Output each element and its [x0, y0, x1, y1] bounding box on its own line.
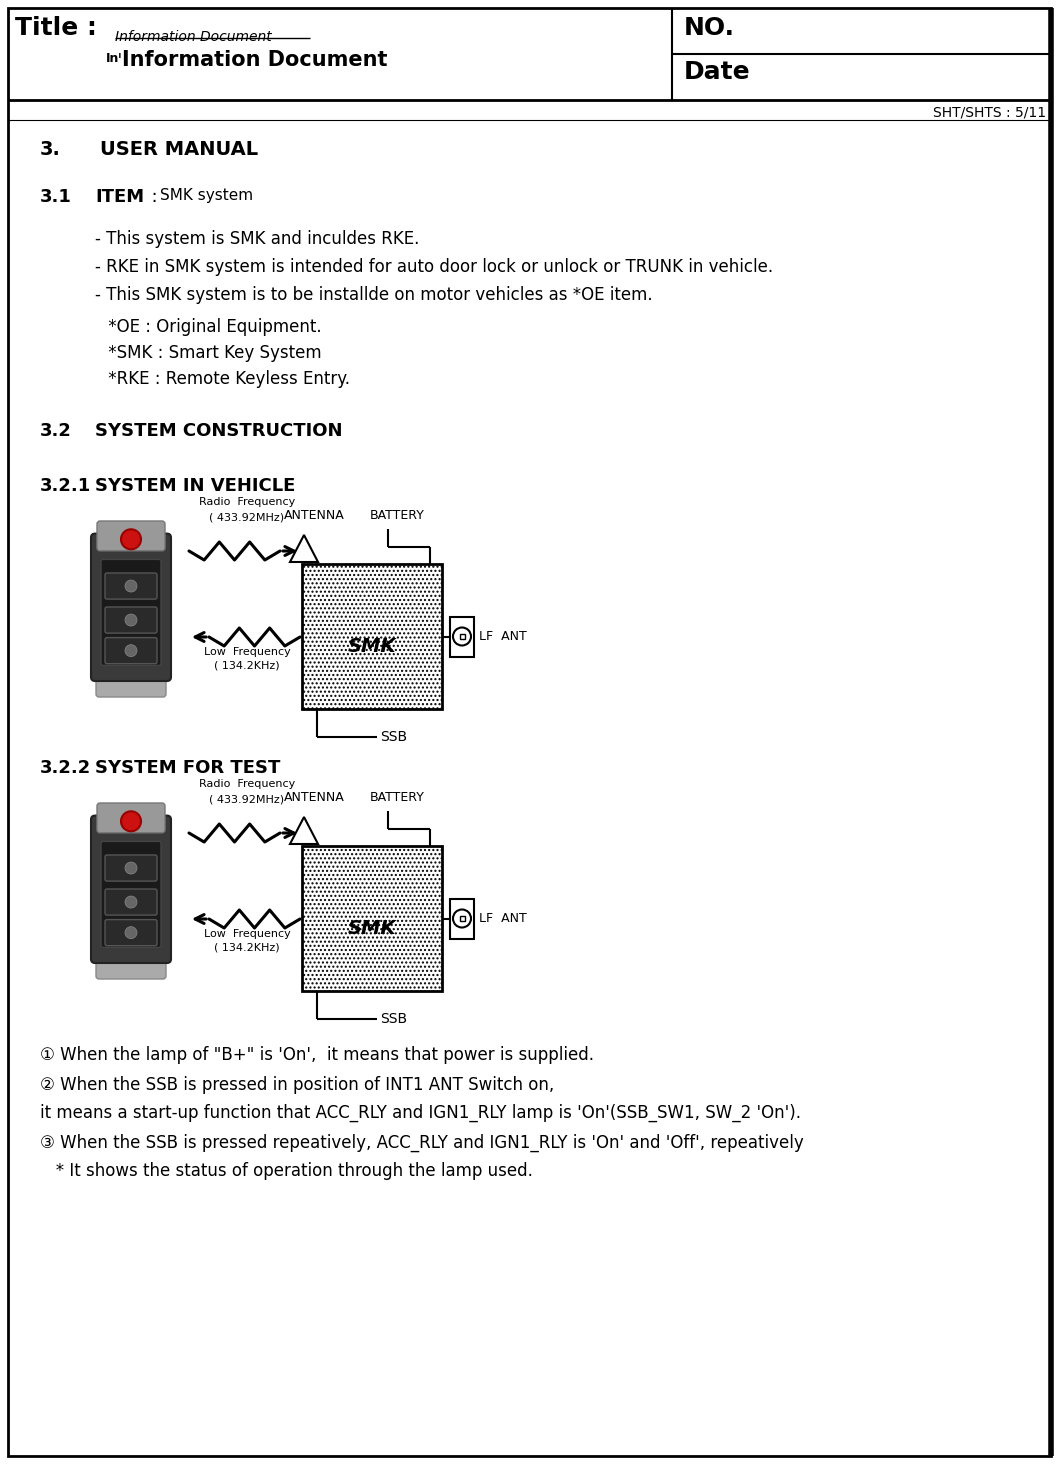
Text: Radio  Frequency: Radio Frequency: [199, 496, 295, 507]
Text: 3.2: 3.2: [40, 422, 72, 441]
Text: * It shows the status of operation through the lamp used.: * It shows the status of operation throu…: [40, 1162, 533, 1180]
Text: Radio  Frequency: Radio Frequency: [199, 779, 295, 789]
Text: *RKE : Remote Keyless Entry.: *RKE : Remote Keyless Entry.: [103, 370, 351, 388]
FancyBboxPatch shape: [105, 608, 157, 632]
Text: Information Document: Information Document: [115, 29, 272, 44]
Text: Date: Date: [684, 60, 751, 83]
Text: SSB: SSB: [380, 731, 407, 744]
Text: :: :: [140, 187, 169, 206]
Text: - RKE in SMK system is intended for auto door lock or unlock or TRUNK in vehicle: - RKE in SMK system is intended for auto…: [95, 258, 773, 277]
Circle shape: [121, 530, 141, 549]
Text: ③ When the SSB is pressed repeatively, ACC_RLY and IGN1_RLY is 'On' and 'Off', r: ③ When the SSB is pressed repeatively, A…: [40, 1135, 804, 1152]
Circle shape: [125, 927, 137, 938]
Text: BATTERY: BATTERY: [370, 509, 425, 523]
Text: SYSTEM IN VEHICLE: SYSTEM IN VEHICLE: [95, 477, 295, 495]
Text: 3.2.2: 3.2.2: [40, 758, 91, 777]
Text: ( 433.92MHz): ( 433.92MHz): [210, 793, 285, 804]
Text: ① When the lamp of "B+" is 'On',  it means that power is supplied.: ① When the lamp of "B+" is 'On', it mean…: [40, 1045, 594, 1064]
Text: - This system is SMK and inculdes RKE.: - This system is SMK and inculdes RKE.: [95, 230, 419, 247]
Text: Information Document: Information Document: [122, 50, 388, 70]
FancyBboxPatch shape: [101, 559, 161, 666]
Circle shape: [125, 644, 137, 657]
Text: SYSTEM FOR TEST: SYSTEM FOR TEST: [95, 758, 281, 777]
Text: *OE : Original Equipment.: *OE : Original Equipment.: [103, 318, 322, 337]
Text: Title :: Title :: [15, 16, 96, 40]
Text: 3.: 3.: [40, 141, 60, 160]
Bar: [302, 564, 442, 709]
Text: ② When the SSB is pressed in position of INT1 ANT Switch on,: ② When the SSB is pressed in position of…: [40, 1076, 554, 1094]
Text: ANTENNA: ANTENNA: [284, 509, 345, 523]
FancyBboxPatch shape: [91, 533, 170, 681]
Bar: [460, 916, 465, 921]
Text: LF  ANT: LF ANT: [479, 912, 526, 925]
Text: BATTERY: BATTERY: [370, 791, 425, 804]
Text: SMK system: SMK system: [160, 187, 253, 203]
FancyBboxPatch shape: [105, 855, 157, 881]
Circle shape: [121, 811, 141, 832]
FancyBboxPatch shape: [96, 660, 166, 697]
FancyBboxPatch shape: [91, 815, 170, 963]
Polygon shape: [290, 534, 318, 562]
Text: it means a start-up function that ACC_RLY and IGN1_RLY lamp is 'On'(SSB_SW1, SW_: it means a start-up function that ACC_RL…: [40, 1104, 801, 1123]
Text: SSB: SSB: [380, 1012, 407, 1026]
Bar: [460, 634, 465, 638]
Text: NO.: NO.: [684, 16, 735, 40]
Text: 3.2.1: 3.2.1: [40, 477, 91, 495]
Text: SHT/SHTS : 5/11: SHT/SHTS : 5/11: [933, 105, 1046, 119]
Circle shape: [125, 862, 137, 874]
Text: ANTENNA: ANTENNA: [284, 791, 345, 804]
Text: - This SMK system is to be installde on motor vehicles as *OE item.: - This SMK system is to be installde on …: [95, 285, 652, 305]
FancyBboxPatch shape: [105, 572, 157, 599]
Bar: [450, 899, 474, 938]
Text: ( 134.2KHz): ( 134.2KHz): [214, 943, 280, 953]
Text: LF  ANT: LF ANT: [479, 630, 526, 643]
Text: ITEM: ITEM: [95, 187, 144, 206]
FancyBboxPatch shape: [101, 842, 161, 947]
Text: Low  Frequency: Low Frequency: [203, 647, 290, 657]
Text: SMK: SMK: [347, 919, 396, 938]
Bar: [450, 616, 474, 656]
Text: *SMK : Smart Key System: *SMK : Smart Key System: [103, 344, 322, 362]
Text: Low  Frequency: Low Frequency: [203, 930, 290, 938]
Bar: [302, 846, 442, 991]
Text: USER MANUAL: USER MANUAL: [100, 141, 258, 160]
Polygon shape: [290, 817, 318, 845]
FancyBboxPatch shape: [97, 802, 165, 833]
Text: SYSTEM CONSTRUCTION: SYSTEM CONSTRUCTION: [95, 422, 342, 441]
FancyBboxPatch shape: [96, 943, 166, 979]
Circle shape: [125, 896, 137, 908]
Text: ( 134.2KHz): ( 134.2KHz): [214, 662, 280, 671]
Text: 3.1: 3.1: [40, 187, 72, 206]
Circle shape: [125, 580, 137, 591]
FancyBboxPatch shape: [97, 521, 165, 550]
Text: Inᴵ: Inᴵ: [106, 53, 122, 64]
FancyBboxPatch shape: [105, 638, 157, 663]
Circle shape: [453, 909, 471, 928]
FancyBboxPatch shape: [105, 919, 157, 946]
FancyBboxPatch shape: [105, 889, 157, 915]
Text: SMK: SMK: [347, 637, 396, 656]
Circle shape: [453, 628, 471, 646]
Text: ( 433.92MHz): ( 433.92MHz): [210, 512, 285, 523]
Circle shape: [125, 613, 137, 627]
